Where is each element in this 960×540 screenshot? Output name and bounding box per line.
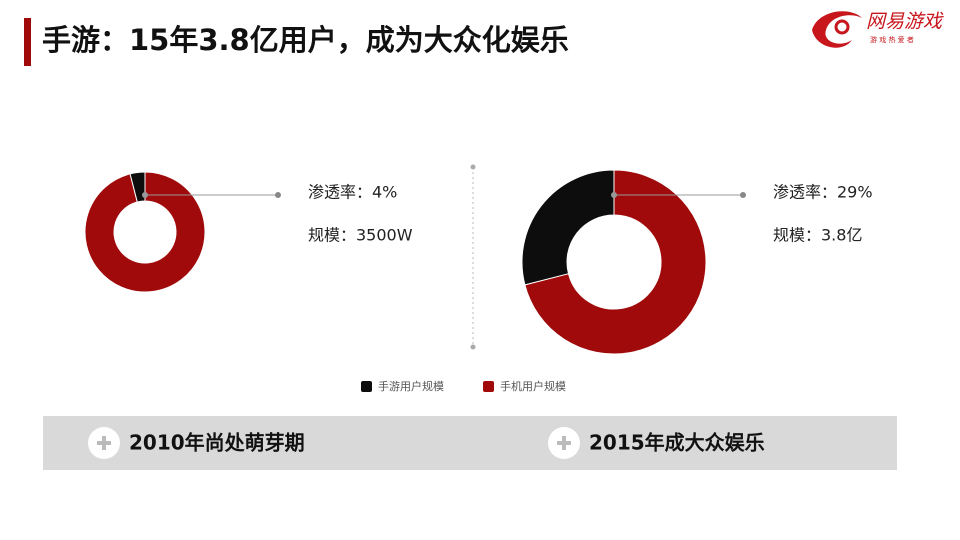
title-accent bbox=[24, 18, 31, 66]
donut-segment bbox=[84, 171, 206, 293]
leader-dot bbox=[611, 192, 617, 198]
logo-tagline: 游 戏 热 爱 者 bbox=[870, 35, 914, 44]
legend-swatch bbox=[361, 381, 372, 392]
legend-swatch bbox=[483, 381, 494, 392]
divider bbox=[470, 164, 476, 350]
annotation: 渗透率：4% bbox=[308, 183, 397, 202]
logo-name: 网易游戏 bbox=[866, 11, 944, 33]
annotation: 渗透率：29% bbox=[773, 183, 873, 202]
leader-dot bbox=[740, 192, 746, 198]
legend-label: 手游用户规模 bbox=[378, 379, 444, 393]
donut-segment bbox=[129, 171, 146, 203]
caption: 2015年成大众娱乐 bbox=[589, 431, 765, 455]
logo: 网易游戏 游 戏 热 爱 者 bbox=[812, 11, 944, 48]
leader-dot bbox=[275, 192, 281, 198]
legend-label: 手机用户规模 bbox=[500, 379, 566, 393]
donut-segment bbox=[524, 169, 707, 355]
caption-band bbox=[43, 416, 897, 470]
donut-segment bbox=[521, 169, 615, 286]
plus-icon bbox=[97, 436, 111, 450]
plus-icon bbox=[557, 436, 571, 450]
annotation: 规模：3.8亿 bbox=[773, 226, 862, 245]
caption: 2010年尚处萌芽期 bbox=[129, 431, 305, 455]
annotation: 规模：3500W bbox=[308, 226, 413, 245]
slide-title: 手游：15年3.8亿用户，成为大众化娱乐 bbox=[42, 23, 569, 57]
leader-dot bbox=[142, 192, 148, 198]
